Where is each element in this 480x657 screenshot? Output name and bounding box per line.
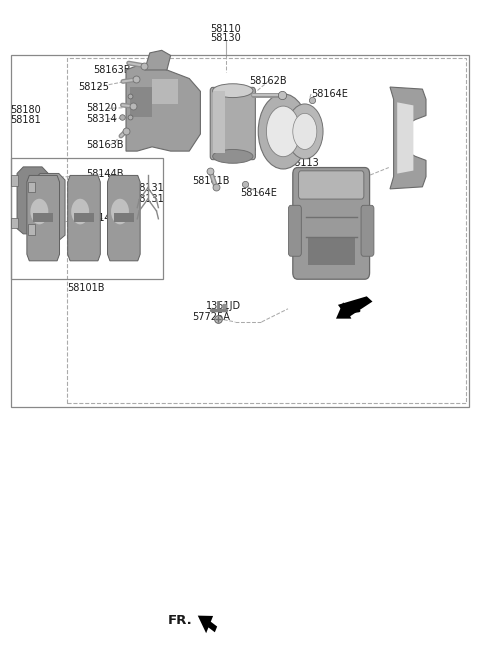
Text: 58144B: 58144B [86,169,124,179]
Text: 58120: 58120 [86,103,117,114]
Bar [11,55,469,407]
Ellipse shape [213,83,253,97]
Polygon shape [336,302,351,319]
FancyBboxPatch shape [210,87,255,160]
Bar [28,225,35,235]
Text: 58113: 58113 [288,158,319,168]
FancyBboxPatch shape [361,205,374,256]
Polygon shape [198,616,217,633]
Ellipse shape [30,198,48,225]
Bar [152,78,178,104]
Ellipse shape [258,94,308,169]
FancyBboxPatch shape [288,205,301,256]
Text: 58131: 58131 [133,183,164,193]
Ellipse shape [111,198,129,225]
Text: 58161B: 58161B [192,175,229,186]
Text: 58164E: 58164E [311,89,348,99]
Text: 58163B: 58163B [94,65,131,76]
Bar [308,237,355,265]
Polygon shape [338,296,372,318]
Text: 58164E: 58164E [240,188,277,198]
Polygon shape [27,175,60,261]
Text: 58163B: 58163B [86,140,124,150]
Bar [11,218,18,229]
Bar [130,87,152,117]
Text: 1351JD: 1351JD [206,300,241,311]
Text: 58114A: 58114A [326,180,364,191]
Ellipse shape [213,150,253,164]
Text: 58162B: 58162B [250,76,287,86]
Bar [67,58,466,403]
Ellipse shape [266,106,300,157]
Ellipse shape [287,104,323,159]
FancyBboxPatch shape [293,168,370,279]
Bar [11,158,163,279]
Polygon shape [126,66,201,151]
Bar [74,212,94,222]
Text: 58314: 58314 [86,114,117,124]
Polygon shape [34,173,65,240]
Text: 58144B: 58144B [86,213,124,223]
Text: 58180: 58180 [11,105,41,116]
Text: 58101B: 58101B [67,283,104,293]
Ellipse shape [71,198,89,225]
Ellipse shape [293,113,317,150]
Text: 58130: 58130 [210,33,241,43]
Bar [11,175,18,185]
Bar [28,181,35,192]
Text: 58112: 58112 [227,147,257,158]
Bar [34,212,53,222]
Text: 58125: 58125 [78,81,109,92]
Text: 58131: 58131 [133,194,164,204]
Polygon shape [397,102,413,173]
Text: 57725A: 57725A [192,311,230,322]
FancyBboxPatch shape [299,171,364,199]
Polygon shape [144,51,171,70]
Text: 58181: 58181 [11,114,41,125]
Text: FR.: FR. [168,614,193,627]
Polygon shape [390,87,426,189]
Text: 58110: 58110 [210,24,241,34]
Polygon shape [17,167,48,234]
Polygon shape [68,175,100,261]
Polygon shape [108,175,140,261]
Bar [213,91,225,153]
Bar [114,212,133,222]
